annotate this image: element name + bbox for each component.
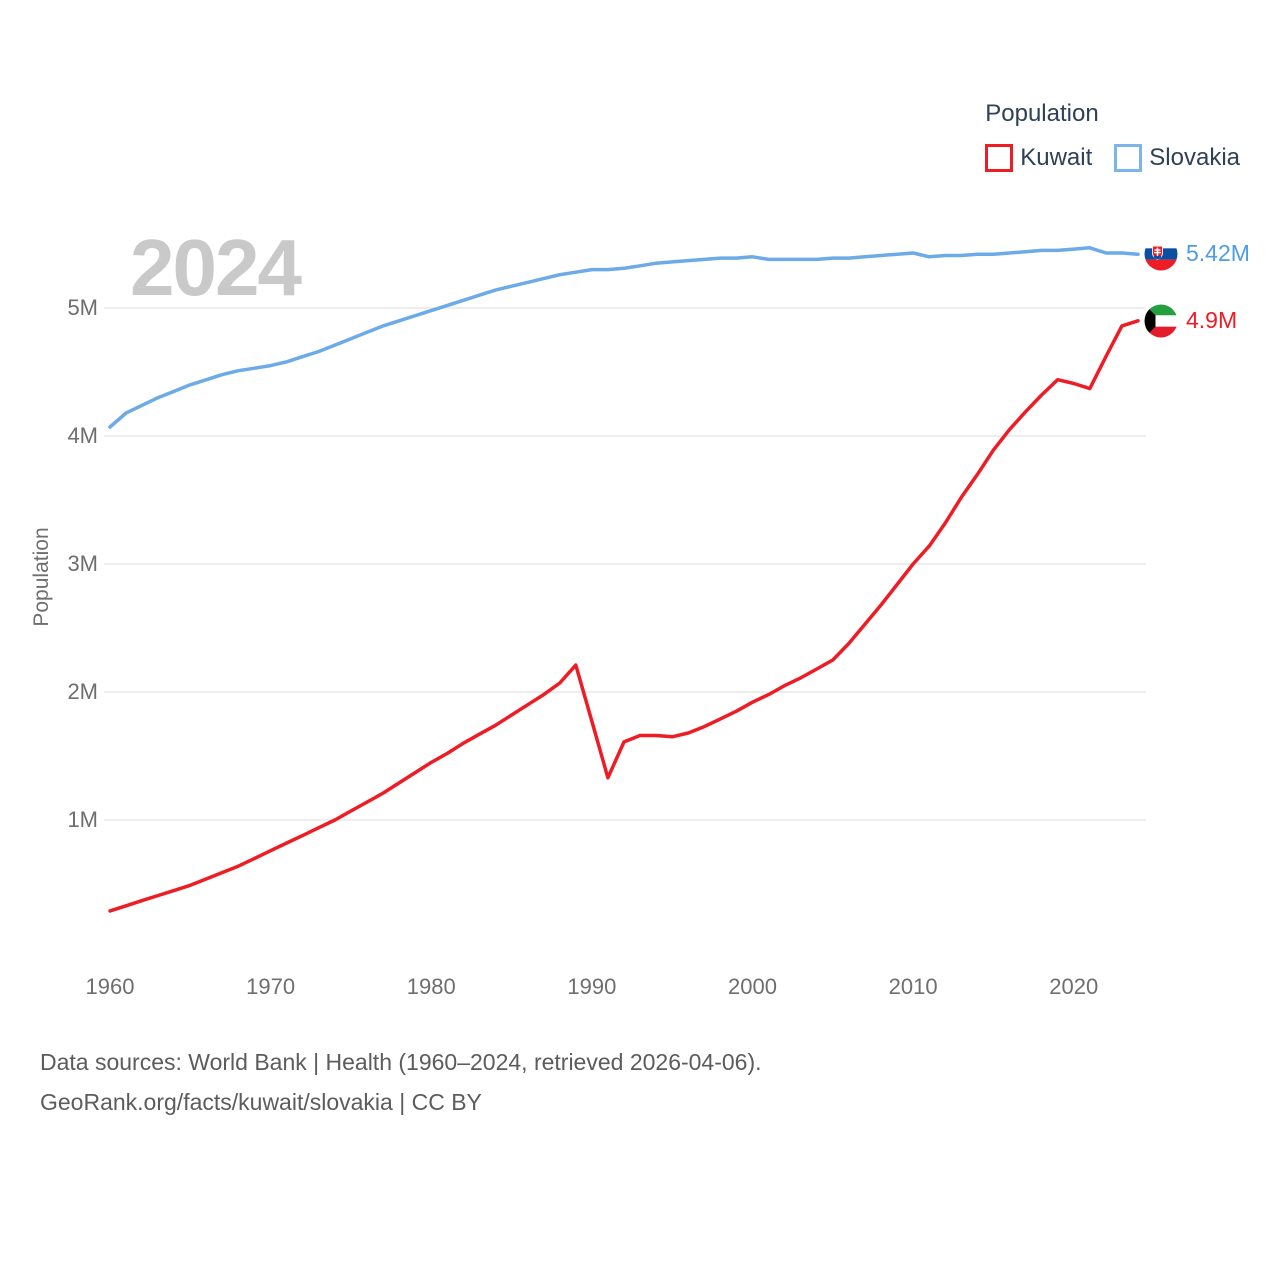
x-tick-label-1970: 1970 [246, 974, 296, 999]
y-tick-label-4m: 4M [67, 423, 98, 448]
gridlines [104, 307, 1146, 821]
slovakia-line[interactable] [108, 246, 1140, 429]
x-tick-label-2020: 2020 [1049, 974, 1099, 999]
kuwait-value-label: 4.9M [1186, 306, 1238, 333]
slovakia-flag-icon [1144, 237, 1178, 271]
slovakia-swatch-icon [1114, 144, 1143, 172]
x-tick-label-2010: 2010 [888, 974, 938, 999]
x-tick-label-2000: 2000 [728, 974, 777, 999]
footer-attribution-line: GeoRank.org/facts/kuwait/slovakia | CC B… [40, 1089, 482, 1115]
y-axis-title: Population [30, 527, 53, 627]
footer: Data sources: World Bank | Health (1960–… [40, 1042, 762, 1122]
x-tick-label-1960: 1960 [85, 974, 135, 999]
kuwait-flag-icon [1144, 304, 1178, 338]
y-tick-label-1m: 1M [67, 807, 98, 832]
legend-item-slovakia-label: Slovakia [1149, 144, 1240, 171]
watermark-year: 2024 [130, 223, 302, 312]
legend-item-kuwait[interactable]: Kuwait [985, 144, 1092, 172]
legend-title: Population [985, 100, 1099, 127]
x-tick-label-1990: 1990 [567, 974, 617, 999]
footer-source-line: Data sources: World Bank | Health (1960–… [40, 1049, 762, 1075]
series-lines [108, 246, 1140, 913]
legend-item-kuwait-label: Kuwait [1020, 144, 1093, 171]
y-tick-label-3m: 3M [67, 551, 98, 576]
y-tick-label-5m: 5M [67, 295, 98, 320]
x-tick-label-1980: 1980 [406, 974, 456, 999]
y-tick-label-2m: 2M [67, 679, 98, 704]
legend: Population Kuwait Slovakia [985, 100, 1240, 172]
legend-items: Kuwait Slovakia [985, 144, 1240, 172]
kuwait-swatch-icon [985, 144, 1014, 172]
slovakia-value-label: 5.42M [1186, 240, 1250, 267]
legend-item-slovakia[interactable]: Slovakia [1114, 144, 1240, 172]
kuwait-line[interactable] [108, 319, 1140, 913]
